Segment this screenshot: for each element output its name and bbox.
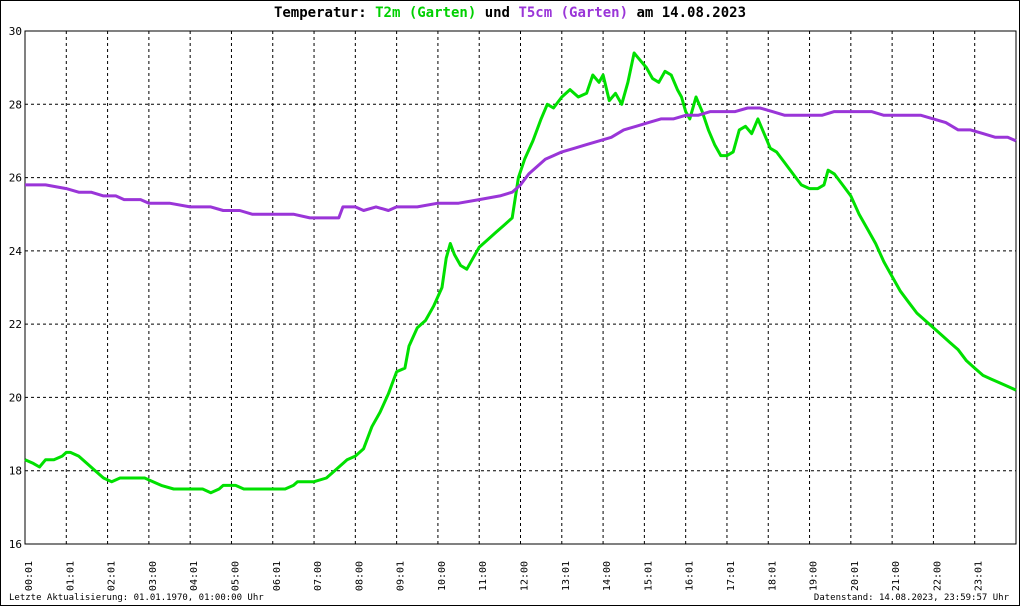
x-tick-label: 00:01 (24, 561, 35, 591)
x-tick-label: 14:00 (602, 561, 613, 591)
x-tick-label: 17:01 (726, 561, 737, 591)
x-tick-label: 13:01 (561, 561, 572, 591)
x-tick-label: 04:01 (189, 561, 200, 591)
chart-title: Temperatur: T2m (Garten) und T5cm (Garte… (1, 5, 1019, 21)
title-prefix: Temperatur: (273, 5, 367, 21)
x-tick-label: 12:00 (520, 561, 531, 591)
x-tick-label: 15:01 (643, 561, 654, 591)
title-series-t5cm: T5cm (Garten) (518, 5, 629, 21)
x-tick-label: 22:00 (932, 561, 943, 591)
x-tick-label: 21:00 (891, 561, 902, 591)
x-tick-label: 05:00 (230, 561, 241, 591)
series-line-t2m (24, 51, 1017, 495)
x-tick-label: 08:00 (354, 561, 365, 591)
last-update-label: Letzte Aktualisierung: 01.01.1970, 01:00… (9, 593, 264, 603)
x-tick-label: 23:01 (974, 561, 985, 591)
x-tick-label: 02:01 (107, 561, 118, 591)
y-tick-label: 26 (9, 172, 22, 185)
y-tick-label: 20 (9, 391, 22, 404)
y-tick-label: 28 (9, 98, 22, 111)
x-tick-label: 19:00 (809, 561, 820, 591)
y-tick-label: 18 (9, 465, 22, 478)
x-tick-label: 01:01 (65, 561, 76, 591)
plot-area-border (24, 30, 1017, 545)
x-tick-label: 11:00 (478, 561, 489, 591)
title-connector: und (484, 5, 510, 21)
x-tick-label: 18:01 (767, 561, 778, 591)
series-line-t5cm (25, 106, 1017, 220)
x-tick-label: 03:00 (148, 561, 159, 591)
data-status-label: Datenstand: 14.08.2023, 23:59:57 Uhr (813, 593, 1009, 603)
y-tick-label: 30 (9, 25, 22, 38)
x-tick-label: 09:01 (396, 561, 407, 591)
x-tick-label: 10:00 (437, 561, 448, 591)
x-tick-label: 16:01 (685, 561, 696, 591)
y-tick-label: 16 (9, 538, 22, 551)
x-tick-label: 06:01 (272, 561, 283, 591)
y-tick-label: 22 (9, 318, 22, 331)
y-tick-label: 24 (9, 245, 23, 258)
title-series-t2m: T2m (Garten) (375, 5, 477, 21)
x-tick-label: 20:01 (850, 561, 861, 591)
x-tick-label: 07:00 (313, 561, 324, 591)
title-suffix: am 14.08.2023 (636, 5, 747, 21)
